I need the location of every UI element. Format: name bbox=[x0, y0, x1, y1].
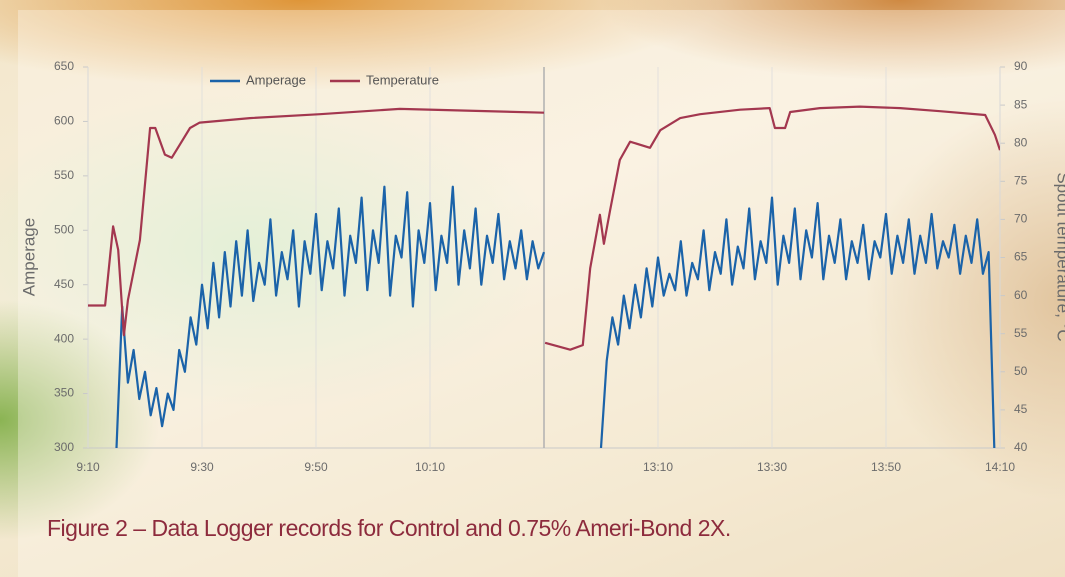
y-tick-label: 650 bbox=[54, 59, 74, 73]
y2-tick-label: 90 bbox=[1014, 59, 1028, 73]
legend-label: Amperage bbox=[246, 72, 306, 87]
y2-tick-label: 50 bbox=[1014, 364, 1028, 378]
y-tick-label: 400 bbox=[54, 331, 74, 345]
y-tick-label: 350 bbox=[54, 386, 74, 400]
y-tick-label: 600 bbox=[54, 114, 74, 128]
legend-label: Temperature bbox=[366, 72, 439, 87]
x-tick-label: 9:50 bbox=[304, 460, 328, 474]
series-line bbox=[115, 185, 996, 448]
y-tick-label: 300 bbox=[54, 440, 74, 454]
plot-area bbox=[88, 105, 1000, 448]
x-tick-label: 10:10 bbox=[415, 460, 445, 474]
y2-tick-label: 60 bbox=[1014, 288, 1028, 302]
y2-tick-label: 55 bbox=[1014, 326, 1028, 340]
x-tick-label: 13:50 bbox=[871, 460, 901, 474]
y2-tick-label: 70 bbox=[1014, 212, 1028, 226]
y-axis-title: Amperage bbox=[19, 218, 38, 296]
y2-tick-label: 80 bbox=[1014, 135, 1028, 149]
x-tick-label: 13:10 bbox=[643, 460, 673, 474]
caption: Figure 2 – Data Logger records for Contr… bbox=[47, 515, 731, 541]
y2-tick-label: 65 bbox=[1014, 250, 1028, 264]
y2-axis-title: Spout temperature, °C bbox=[1054, 172, 1065, 341]
x-tick-label: 14:10 bbox=[985, 460, 1015, 474]
y-tick-label: 500 bbox=[54, 222, 74, 236]
x-tick-label: 9:30 bbox=[190, 460, 214, 474]
y-tick-label: 550 bbox=[54, 168, 74, 182]
panel bbox=[18, 10, 1065, 577]
y2-tick-label: 85 bbox=[1014, 97, 1028, 111]
y2-tick-label: 75 bbox=[1014, 173, 1028, 187]
y2-tick-label: 45 bbox=[1014, 402, 1028, 416]
x-tick-label: 13:30 bbox=[757, 460, 787, 474]
y2-tick-label: 40 bbox=[1014, 440, 1028, 454]
y-tick-label: 450 bbox=[54, 277, 74, 291]
x-tick-label: 9:10 bbox=[76, 460, 100, 474]
series-line bbox=[88, 105, 1000, 351]
